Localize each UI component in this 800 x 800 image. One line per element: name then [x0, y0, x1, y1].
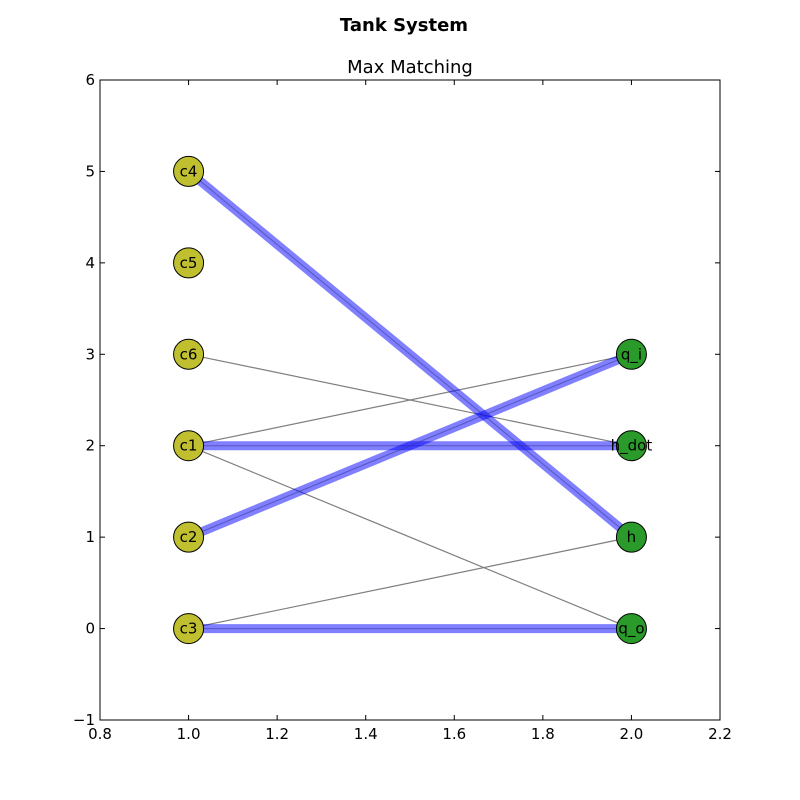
- matching-edge-core: [188, 171, 632, 538]
- node-label: c4: [180, 162, 198, 180]
- node-marker: [615, 430, 647, 462]
- chart-title: Tank System: [340, 15, 468, 36]
- node-marker: [615, 521, 647, 553]
- x-tick-label: 1.0: [177, 725, 201, 743]
- node-marker: [615, 338, 647, 370]
- graph-edge: [188, 445, 632, 630]
- y-tick-label: 0: [85, 620, 95, 638]
- node-marker: [173, 155, 205, 187]
- chart-subtitle: Max Matching: [347, 57, 473, 78]
- node-marker: [173, 613, 205, 645]
- node-label: h_dot: [611, 437, 653, 456]
- y-tick-label: 2: [85, 437, 95, 455]
- node-marker: [173, 247, 205, 279]
- graph-edge: [188, 536, 632, 630]
- node-label: h: [627, 528, 637, 546]
- node-label: c2: [180, 528, 198, 546]
- node-label: c5: [180, 254, 198, 272]
- node-marker: [615, 613, 647, 645]
- x-tick-label: 1.2: [265, 725, 289, 743]
- node-marker: [173, 338, 205, 370]
- y-tick-label: 1: [85, 528, 95, 546]
- matching-edge-core: [188, 353, 632, 538]
- x-tick-label: 1.4: [354, 725, 378, 743]
- node-marker: [173, 430, 205, 462]
- node-label: c6: [180, 345, 198, 363]
- x-tick-label: 0.8: [88, 725, 112, 743]
- x-tick-label: 1.8: [531, 725, 555, 743]
- y-tick-label: −1: [73, 711, 95, 729]
- y-tick-label: 6: [85, 71, 95, 89]
- edges-layer: [188, 353, 632, 630]
- node-marker: [173, 521, 205, 553]
- x-tick-label: 1.6: [442, 725, 466, 743]
- node-label: c1: [180, 437, 198, 455]
- graph-edge: [188, 353, 632, 447]
- ticks-layer: 0.8 1.0 1.2 1.4 1.6 1.8 2.0 2.2 −1 0 1 2 3 4 5 6: [73, 71, 732, 743]
- y-tick-label: 4: [85, 254, 95, 272]
- matching-layer: [185, 167, 635, 634]
- x-tick-label: 2.2: [708, 725, 732, 743]
- node-label: q_o: [618, 620, 644, 639]
- y-tick-label: 5: [85, 162, 95, 180]
- plot-frame: [99, 79, 721, 721]
- node-label: q_i: [621, 345, 642, 364]
- x-tick-label: 2.0: [619, 725, 643, 743]
- node-label: c3: [180, 620, 198, 638]
- y-tick-label: 3: [85, 345, 95, 363]
